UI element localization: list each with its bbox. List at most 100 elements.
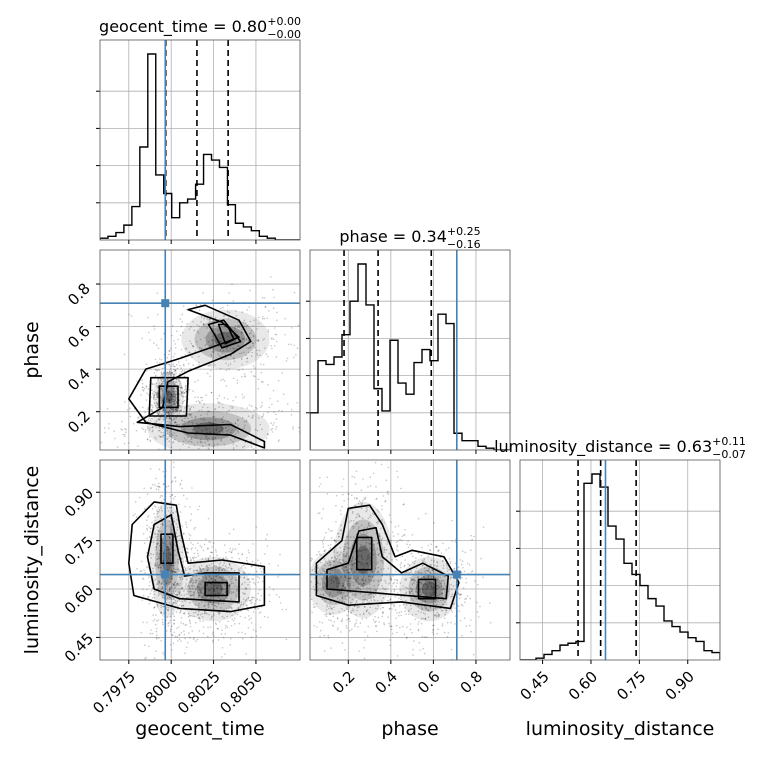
sample-point xyxy=(376,571,379,574)
sample-point xyxy=(397,525,400,527)
sample-point xyxy=(335,540,338,543)
sample-point xyxy=(187,462,189,464)
sample-point xyxy=(251,351,253,354)
sample-point xyxy=(346,614,348,617)
sample-point xyxy=(379,608,382,610)
sample-point xyxy=(236,588,238,591)
sample-point xyxy=(432,576,435,578)
sample-point xyxy=(252,578,255,581)
sample-point xyxy=(463,570,466,573)
sample-point xyxy=(323,550,326,553)
sample-point xyxy=(183,420,186,423)
sample-point xyxy=(227,364,230,366)
sample-point xyxy=(232,619,235,622)
sample-point xyxy=(301,540,303,542)
sample-point xyxy=(361,562,364,564)
sample-point xyxy=(277,576,279,578)
sample-point xyxy=(356,513,358,516)
sample-point xyxy=(149,439,152,442)
sample-point xyxy=(322,586,324,588)
sample-point xyxy=(238,568,240,570)
sample-point xyxy=(384,551,386,553)
sample-point xyxy=(165,409,168,411)
sample-point xyxy=(216,605,218,608)
sample-point xyxy=(168,399,170,402)
sample-point xyxy=(440,608,442,610)
sample-point xyxy=(323,650,326,652)
sample-point xyxy=(387,595,390,597)
sample-point xyxy=(410,604,412,607)
sample-point xyxy=(180,387,183,389)
sample-point xyxy=(363,532,365,535)
sample-point xyxy=(177,558,179,561)
sample-point xyxy=(246,357,248,360)
density-fill xyxy=(310,501,459,622)
sample-point xyxy=(247,615,250,617)
sample-point xyxy=(197,396,199,399)
sample-point xyxy=(222,637,225,639)
sample-point xyxy=(174,400,177,402)
sample-point xyxy=(202,445,204,448)
sample-point xyxy=(223,443,226,446)
sample-point xyxy=(206,569,208,572)
sample-point xyxy=(187,616,190,618)
sample-point xyxy=(377,566,380,569)
sample-point xyxy=(246,407,248,409)
sample-point xyxy=(361,557,364,559)
sample-point xyxy=(261,401,263,404)
sample-point xyxy=(158,429,160,432)
sample-point xyxy=(350,611,353,614)
sample-point xyxy=(367,625,370,628)
sample-point xyxy=(180,540,183,543)
sample-point xyxy=(187,362,190,365)
sample-point xyxy=(147,427,149,430)
sample-point xyxy=(371,570,374,573)
sample-point xyxy=(169,512,172,514)
sample-point xyxy=(242,446,244,448)
y-axis-label-phase: phase xyxy=(21,321,43,378)
sample-point xyxy=(343,591,345,594)
sample-point xyxy=(156,313,159,316)
sample-point xyxy=(201,429,203,432)
sample-point xyxy=(211,339,214,342)
sample-point xyxy=(183,428,185,431)
sample-point xyxy=(171,583,174,585)
sample-point xyxy=(232,357,235,359)
sample-point xyxy=(233,623,236,625)
sample-point xyxy=(404,610,407,613)
sample-point xyxy=(145,399,148,402)
sample-point xyxy=(248,578,250,580)
sample-point xyxy=(199,568,201,570)
sample-point xyxy=(153,618,156,621)
sample-point xyxy=(209,589,212,591)
sample-point xyxy=(221,431,224,433)
sample-point xyxy=(207,602,210,605)
sample-point xyxy=(178,404,181,407)
sample-point xyxy=(121,429,124,431)
sample-point xyxy=(179,604,181,606)
sample-point xyxy=(237,326,239,328)
sample-point xyxy=(330,607,332,609)
sample-point xyxy=(173,592,175,594)
sample-point xyxy=(211,423,214,425)
sample-point xyxy=(407,540,409,542)
sample-point xyxy=(171,604,173,606)
sample-point xyxy=(225,430,228,432)
sample-point xyxy=(191,584,194,587)
sample-point xyxy=(213,432,215,434)
sample-point xyxy=(175,402,177,405)
sample-point xyxy=(439,576,441,579)
sample-point xyxy=(329,564,332,566)
sample-point xyxy=(160,604,162,606)
sample-point xyxy=(342,569,345,572)
sample-point xyxy=(341,597,344,600)
sample-point xyxy=(168,349,170,352)
sample-point xyxy=(189,560,192,562)
sample-point xyxy=(199,568,202,570)
sample-point xyxy=(231,556,233,559)
sample-point xyxy=(228,592,230,594)
sample-point xyxy=(324,585,327,587)
sample-point xyxy=(343,561,345,564)
sample-point xyxy=(208,576,211,578)
sample-point xyxy=(367,485,369,488)
